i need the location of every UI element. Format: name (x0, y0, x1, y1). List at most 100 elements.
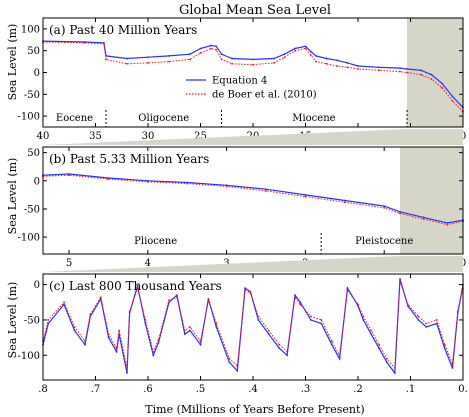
data-point (451, 95, 454, 98)
data-point (278, 343, 281, 346)
data-point (199, 47, 202, 50)
y-tick-label: 50 (27, 148, 40, 159)
data-point (362, 319, 365, 321)
data-point (73, 326, 76, 328)
data-point (393, 367, 396, 369)
data-point (370, 329, 373, 332)
data-point (304, 193, 307, 196)
data-point (189, 58, 191, 61)
x-tick-label: .5 (196, 384, 206, 395)
data-point (325, 57, 328, 60)
data-point (105, 58, 107, 61)
data-point (330, 343, 333, 346)
data-point (336, 59, 338, 62)
data-point (451, 362, 454, 365)
data-point (309, 50, 312, 53)
data-point (441, 86, 443, 89)
data-point (249, 290, 252, 293)
data-point (183, 333, 186, 335)
series-equation4 (42, 278, 464, 375)
data-point (257, 319, 260, 321)
data-point (210, 44, 212, 47)
data-point (338, 357, 341, 360)
data-point (244, 287, 247, 290)
data-point (199, 340, 202, 343)
data-point (343, 199, 346, 202)
data-point (147, 62, 149, 64)
data-point (378, 347, 380, 350)
data-point (126, 372, 128, 374)
data-point (378, 66, 380, 69)
data-point (304, 45, 307, 48)
data-point (228, 361, 231, 364)
data-point (320, 322, 323, 325)
data-point (435, 319, 438, 321)
series-deboer (42, 41, 464, 113)
y-tick-label: -50 (24, 315, 40, 326)
data-point (399, 212, 401, 215)
data-point (63, 303, 65, 306)
data-point (115, 350, 118, 353)
data-point (126, 367, 128, 369)
y-tick-label: -100 (18, 233, 40, 244)
series-equation4 (42, 173, 464, 224)
x-axis-label: Time (Millions of Years Before Present) (145, 403, 364, 416)
data-point (362, 315, 365, 318)
data-point (136, 287, 139, 290)
legend-label: de Boer et al. (2010) (212, 90, 317, 101)
y-tick-label: 0 (34, 280, 40, 291)
shaded-region (407, 18, 463, 127)
data-point (199, 51, 202, 54)
data-point (236, 364, 239, 367)
data-point (430, 78, 433, 80)
data-point (278, 347, 281, 350)
data-point (267, 333, 270, 335)
data-point (189, 329, 191, 332)
data-point (189, 53, 191, 56)
y-tick-label: 50 (27, 46, 40, 57)
data-point (294, 294, 296, 297)
data-point (68, 174, 70, 177)
x-tick-label: 3 (223, 258, 229, 269)
data-point (399, 280, 401, 282)
data-point (357, 68, 359, 70)
x-tick-label: .3 (301, 384, 311, 395)
data-point (136, 285, 139, 287)
data-point (425, 322, 428, 325)
data-point (286, 350, 289, 353)
epoch-label: Eocene (56, 113, 93, 124)
data-point (215, 326, 218, 328)
data-point (315, 55, 317, 57)
data-point (294, 47, 296, 50)
data-point (443, 347, 446, 350)
data-point (420, 69, 422, 72)
ylabel-panel-a: Sea Level (m) (6, 24, 19, 101)
x-tick-label: .7 (91, 384, 101, 395)
data-point (399, 210, 401, 213)
zoom-connector (43, 256, 463, 272)
series-deboer (42, 174, 464, 226)
data-point (168, 55, 170, 57)
data-point (107, 333, 110, 335)
data-point (231, 62, 233, 65)
data-point (299, 301, 302, 304)
data-point (378, 69, 380, 72)
data-point (315, 60, 317, 63)
epoch-label: Miocene (292, 113, 335, 124)
x-tick-label: .4 (248, 384, 258, 395)
data-point (252, 63, 254, 66)
data-point (265, 188, 267, 191)
data-point (451, 367, 454, 369)
data-point (128, 311, 131, 314)
ylabel-panel-c: Sea Level (m) (6, 282, 19, 359)
data-point (309, 315, 312, 318)
data-point (406, 71, 408, 74)
data-point (346, 66, 349, 69)
data-point (183, 329, 186, 332)
data-point (236, 369, 239, 372)
data-point (126, 57, 128, 60)
data-point (118, 329, 121, 332)
data-point (175, 296, 178, 299)
data-point (417, 315, 420, 318)
